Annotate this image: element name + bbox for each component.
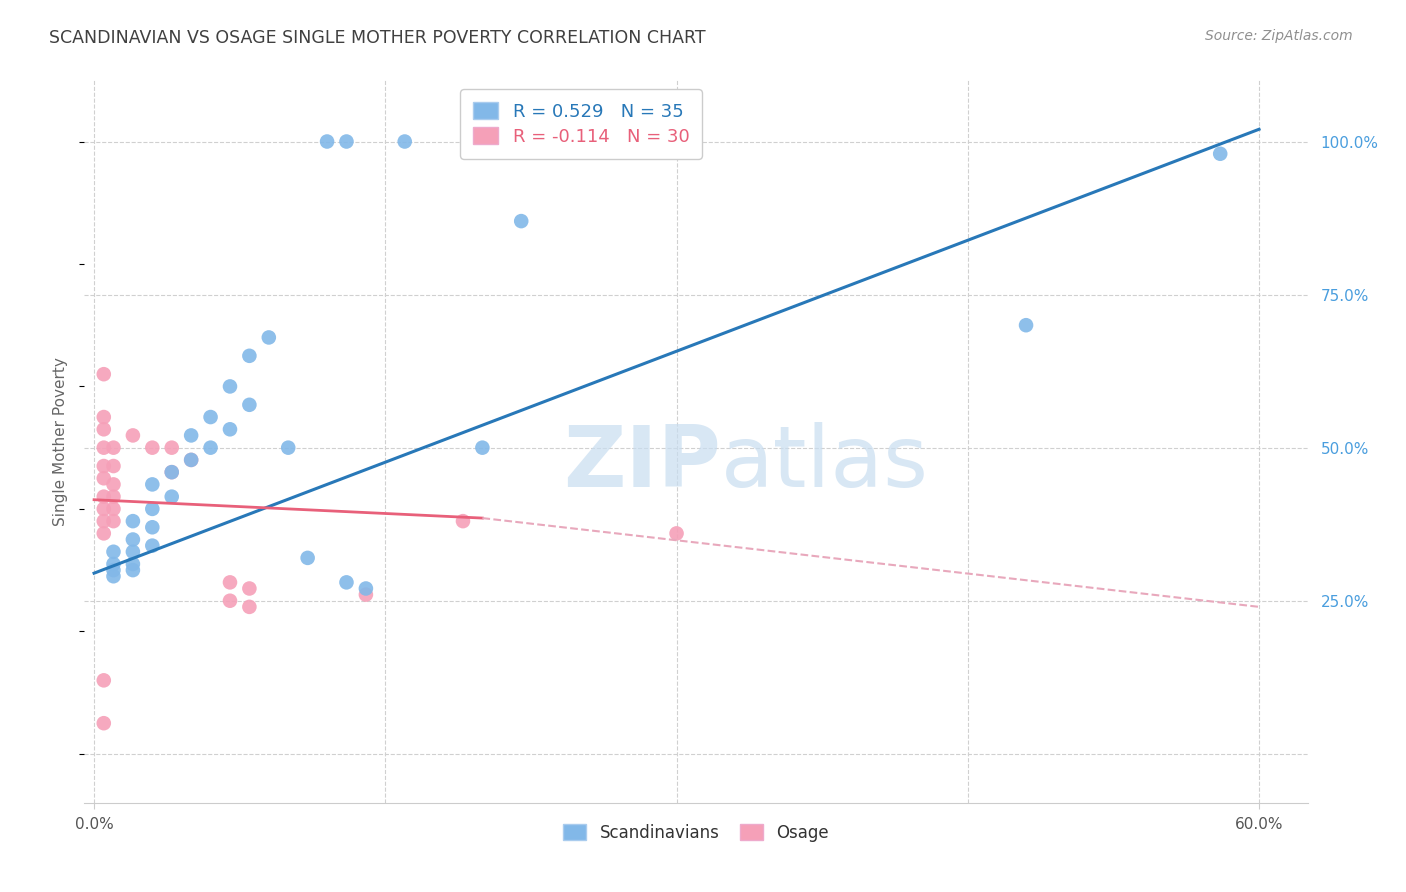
Point [354,588,377,602]
Point [238,398,260,412]
Point [141,502,163,516]
Point [93,422,115,436]
Point [93,673,115,688]
Point [93,716,115,731]
Point [238,599,260,614]
Point [141,441,163,455]
Point [219,575,242,590]
Point [160,465,183,479]
Point [122,557,145,571]
Point [93,458,115,473]
Point [103,545,125,559]
Point [103,458,125,473]
Point [219,379,242,393]
Point [1209,146,1232,161]
Point [219,593,242,607]
Point [1015,318,1038,333]
Point [141,520,163,534]
Point [122,514,145,528]
Point [665,526,688,541]
Point [471,441,494,455]
Point [238,349,260,363]
Point [141,539,163,553]
Point [219,422,242,436]
Point [257,330,280,344]
Point [93,490,115,504]
Text: SCANDINAVIAN VS OSAGE SINGLE MOTHER POVERTY CORRELATION CHART: SCANDINAVIAN VS OSAGE SINGLE MOTHER POVE… [49,29,706,46]
Point [238,582,260,596]
Point [180,453,202,467]
Text: ZIP: ZIP [562,422,720,505]
Point [103,490,125,504]
Point [451,514,474,528]
Point [122,533,145,547]
Point [160,490,183,504]
Point [93,526,115,541]
Point [122,428,145,442]
Legend: Scandinavians, Osage: Scandinavians, Osage [557,817,835,848]
Point [122,563,145,577]
Point [103,557,125,571]
Point [335,135,357,149]
Point [93,367,115,381]
Point [93,441,115,455]
Point [93,502,115,516]
Point [180,428,202,442]
Point [93,471,115,485]
Point [394,135,416,149]
Point [160,441,183,455]
Point [200,441,222,455]
Point [103,514,125,528]
Point [141,477,163,491]
Text: atlas: atlas [720,422,928,505]
Y-axis label: Single Mother Poverty: Single Mother Poverty [53,357,69,526]
Point [160,465,183,479]
Point [103,502,125,516]
Point [316,135,339,149]
Point [200,410,222,425]
Point [103,563,125,577]
Point [510,214,533,228]
Point [180,453,202,467]
Point [103,477,125,491]
Point [354,582,377,596]
Point [93,410,115,425]
Point [335,575,357,590]
Point [103,441,125,455]
Point [122,545,145,559]
Text: Source: ZipAtlas.com: Source: ZipAtlas.com [1205,29,1353,43]
Point [277,441,299,455]
Point [103,569,125,583]
Point [93,514,115,528]
Point [297,550,319,565]
